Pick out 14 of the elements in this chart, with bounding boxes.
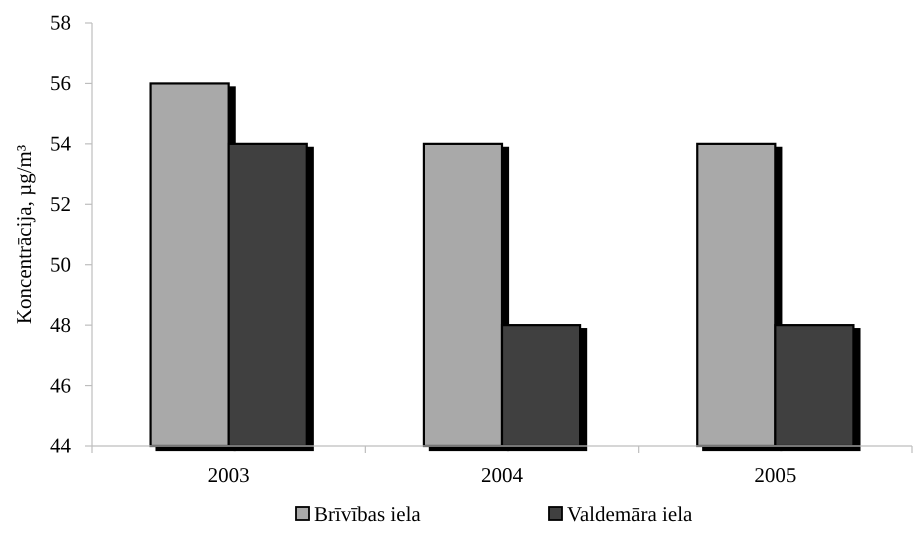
y-tick-label: 54 [50, 132, 72, 156]
y-axis-title: Koncentrācija, µg/m³ [12, 144, 36, 324]
y-tick-label: 48 [50, 312, 71, 337]
y-tick-label: 44 [50, 434, 72, 458]
x-tick-label: 2004 [481, 463, 524, 487]
y-tick-label: 58 [50, 10, 71, 35]
x-tick-label: 2003 [208, 463, 250, 487]
legend-label: Brīvības iela [314, 502, 422, 526]
y-tick-label: 52 [50, 192, 71, 216]
y-tick-label: 50 [50, 252, 71, 276]
y-tick-label: 46 [50, 373, 71, 398]
legend-label: Valdemāra iela [567, 502, 694, 526]
x-tick-label: 2005 [754, 463, 796, 487]
y-tick-label: 56 [50, 71, 71, 96]
